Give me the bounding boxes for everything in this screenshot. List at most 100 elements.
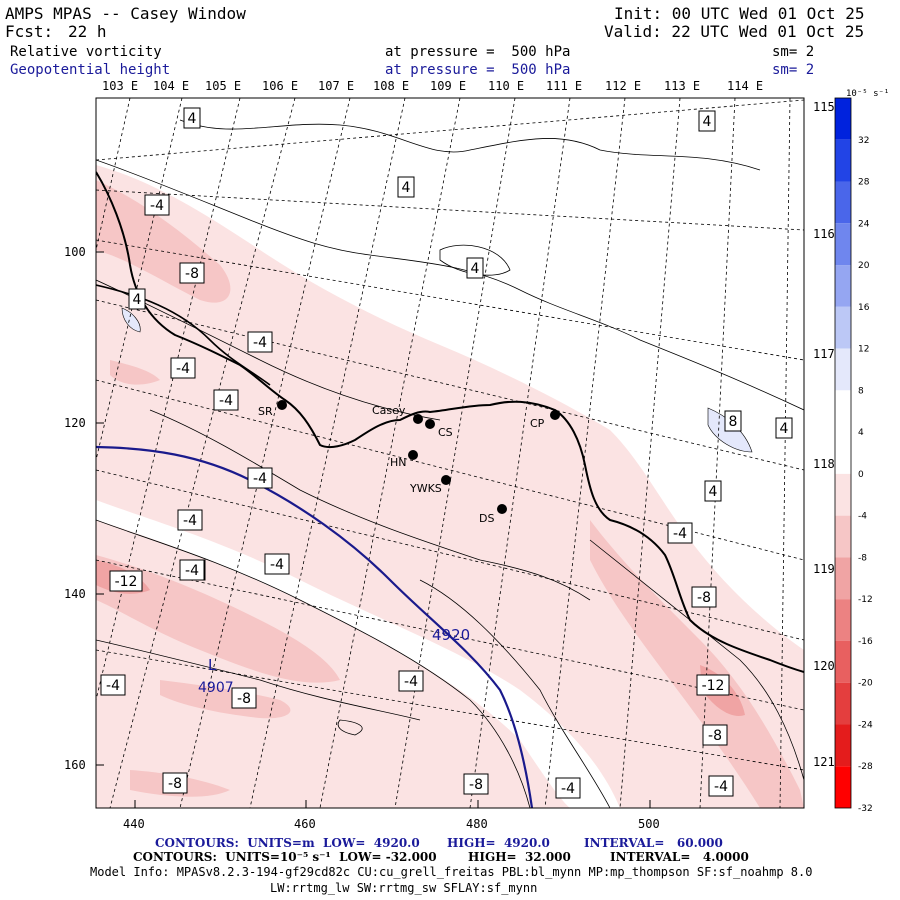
colorbar-swatch bbox=[835, 682, 851, 725]
x-tick-label: 440 bbox=[123, 817, 145, 831]
station-label: DS bbox=[479, 512, 494, 525]
svg-text:-4: -4 bbox=[150, 198, 164, 214]
y-tick-label: 160 bbox=[64, 758, 86, 772]
colorbar-swatch bbox=[835, 473, 851, 516]
colorbar-tick-label: 4 bbox=[858, 428, 864, 438]
plot-frame bbox=[95, 97, 805, 809]
svg-text:-4: -4 bbox=[253, 471, 267, 487]
svg-text:-4: -4 bbox=[714, 779, 728, 795]
longitude-label: 108 E bbox=[373, 79, 410, 93]
svg-text:-8: -8 bbox=[237, 691, 251, 707]
svg-text:-12: -12 bbox=[115, 574, 138, 590]
vorticity-label: -8 bbox=[179, 262, 205, 284]
svg-text:4: 4 bbox=[133, 292, 142, 308]
colorbar-swatch bbox=[835, 432, 851, 474]
station-dot bbox=[408, 450, 418, 460]
vorticity-label: -8 bbox=[702, 724, 728, 746]
colorbar-swatch bbox=[835, 766, 851, 808]
x-tick-label: 500 bbox=[638, 817, 660, 831]
vorticity-label: 4 bbox=[183, 107, 201, 129]
low-pressure-value: 4907 bbox=[198, 680, 234, 696]
vorticity-label: -4 bbox=[144, 194, 170, 216]
vorticity-label: -4 bbox=[100, 674, 126, 696]
station-dot bbox=[441, 475, 451, 485]
svg-text:-8: -8 bbox=[469, 777, 483, 793]
height-contour-4920 bbox=[96, 445, 534, 808]
footer-height-high: HIGH= 4920.0 bbox=[447, 836, 550, 850]
vorticity-contour-labels: 4 4 4 4 -4 -8 4 -4 -4 -4 -4 8 4 -4 4 -4 -4 -4 -8 -12 -8 -4 -4 -… bbox=[100, 107, 793, 799]
plot-title: AMPS MPAS -- Casey Window bbox=[5, 4, 246, 23]
footer-vort-interval: INTERVAL= 4.0000 bbox=[610, 850, 749, 864]
svg-text:-8: -8 bbox=[708, 728, 722, 744]
station: HN bbox=[390, 450, 418, 469]
longitude-label: 111 E bbox=[546, 79, 583, 93]
vorticity-label: -8 bbox=[231, 687, 257, 709]
vorticity-label: -4 bbox=[247, 467, 273, 489]
vorticity-label: 4 bbox=[397, 176, 415, 198]
station: CS bbox=[425, 419, 453, 439]
longitude-label: 107 E bbox=[318, 79, 355, 93]
svg-text:-4: -4 bbox=[183, 513, 197, 529]
y-tick-label: 140 bbox=[64, 587, 86, 601]
height-contour-label: 4920 bbox=[432, 626, 470, 644]
colorbar-swatch bbox=[835, 724, 851, 767]
station: CP bbox=[530, 410, 560, 430]
vorticity-label: -4 bbox=[264, 553, 290, 575]
station-label: SR bbox=[258, 405, 273, 418]
svg-text:4: 4 bbox=[703, 114, 712, 130]
svg-text:-4: -4 bbox=[106, 678, 120, 694]
station-dot bbox=[277, 400, 287, 410]
colorbar-swatch bbox=[835, 599, 851, 641]
vorticity-label: -4 bbox=[170, 357, 196, 379]
svg-text:-4: -4 bbox=[561, 781, 575, 797]
colorbar-swatch bbox=[835, 139, 851, 182]
svg-text:-4: -4 bbox=[253, 335, 267, 351]
vorticity-shading-light bbox=[96, 165, 804, 808]
svg-text:-4: -4 bbox=[270, 557, 284, 573]
station-dot bbox=[550, 410, 560, 420]
field1-level: at pressure = 500 hPa bbox=[385, 44, 571, 60]
svg-text:4: 4 bbox=[709, 484, 718, 500]
longitude-label: 106 E bbox=[262, 79, 299, 93]
colorbar: 32 28 24 20 16 12 8 4 0 -4 -8 -12 -16 -20 -24 -28 -32 bbox=[834, 97, 873, 814]
vorticity-label: 8 bbox=[724, 410, 742, 432]
vorticity-contours bbox=[96, 119, 804, 808]
vorticity-label: -4 bbox=[177, 509, 203, 531]
colorbar-swatch bbox=[835, 390, 851, 433]
longitude-label: 110 E bbox=[488, 79, 525, 93]
longitude-label: 112 E bbox=[605, 79, 642, 93]
svg-text:4: 4 bbox=[402, 180, 411, 196]
colorbar-swatch bbox=[835, 265, 851, 307]
vorticity-label: -12 bbox=[109, 570, 143, 592]
svg-text:-8: -8 bbox=[168, 776, 182, 792]
vorticity-label: -8 bbox=[463, 773, 489, 795]
station-label: Casey bbox=[372, 404, 406, 417]
station-markers: SR Casey CS CP HN YWKS DS bbox=[258, 400, 560, 525]
svg-text:-4: -4 bbox=[176, 361, 190, 377]
colorbar-tick-label: 8 bbox=[858, 386, 864, 396]
station: YWKS bbox=[409, 475, 451, 495]
colorbar-swatch bbox=[835, 181, 851, 224]
vorticity-label: -4 bbox=[247, 331, 273, 353]
footer-height-interval: INTERVAL= 60.000 bbox=[584, 836, 723, 850]
longitude-label: 113 E bbox=[664, 79, 701, 93]
station-dot bbox=[497, 504, 507, 514]
longitude-label: 114 E bbox=[727, 79, 764, 93]
station: SR bbox=[258, 400, 287, 418]
x-tick-label: 460 bbox=[294, 817, 316, 831]
footer-vort-high: HIGH= 32.000 bbox=[468, 850, 571, 864]
colorbar-tick-label: 28 bbox=[858, 178, 870, 188]
field2-name: Geopotential height bbox=[10, 62, 171, 78]
forecast-label: Fcst: bbox=[5, 22, 54, 41]
colorbar-tick-label: -8 bbox=[858, 553, 867, 563]
field1-name: Relative vorticity bbox=[10, 44, 162, 60]
station-label: CP bbox=[530, 417, 545, 430]
field2-level: at pressure = 500 hPa bbox=[385, 62, 571, 78]
field2-smoothing: sm= 2 bbox=[772, 62, 815, 78]
colorbar-tick-label: -32 bbox=[858, 804, 873, 814]
svg-text:-12: -12 bbox=[702, 678, 725, 694]
colorbar-tick-label: 12 bbox=[858, 345, 869, 355]
field1-smoothing: sm= 2 bbox=[772, 44, 815, 60]
colorbar-swatch bbox=[835, 515, 851, 558]
